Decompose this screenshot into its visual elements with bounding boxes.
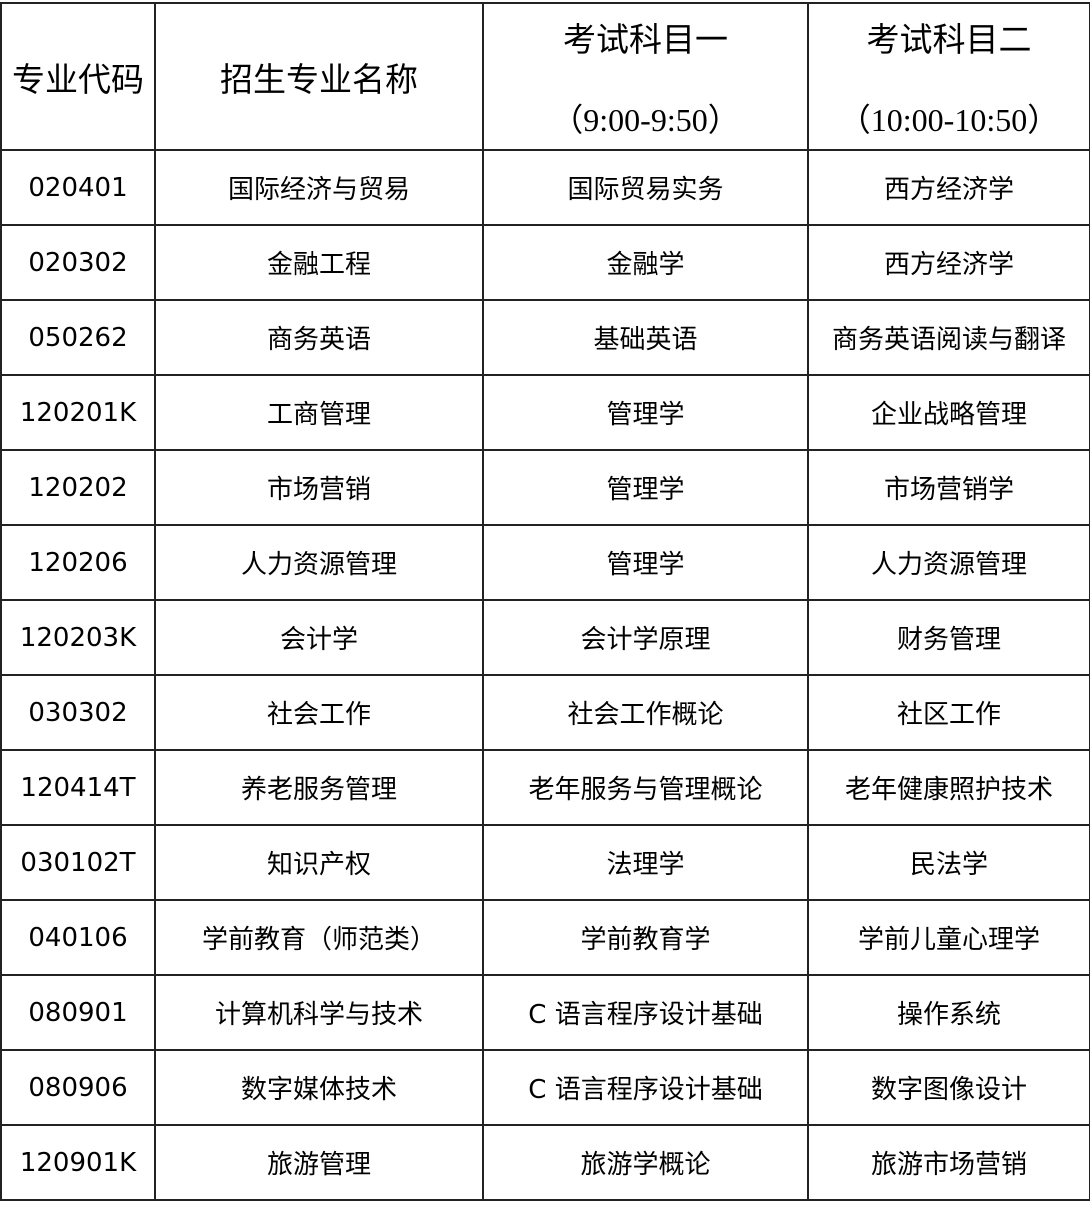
major-code-cell: 120901K	[0, 1124, 156, 1201]
subject1-cell: 会计学原理	[482, 599, 809, 676]
subject1-title: 考试科目一	[563, 19, 728, 59]
major-code-cell: 040106	[0, 899, 156, 976]
table-row: 120201K 工商管理 管理学 企业战略管理	[0, 374, 1090, 451]
table-row: 080906 数字媒体技术 C 语言程序设计基础 数字图像设计	[0, 1049, 1090, 1126]
subject2-cell: 企业战略管理	[807, 374, 1090, 451]
table-row: 120901K 旅游管理 旅游学概论 旅游市场营销	[0, 1124, 1090, 1201]
subject2-cell: 财务管理	[807, 599, 1090, 676]
major-code-cell: 080901	[0, 974, 156, 1051]
major-code-cell: 120414T	[0, 749, 156, 826]
major-name-cell: 工商管理	[154, 374, 484, 451]
major-code-cell: 030302	[0, 674, 156, 751]
major-code-cell: 120202	[0, 449, 156, 526]
header-subject1: 考试科目一 （9:00-9:50）	[482, 2, 809, 151]
subject1-cell: 老年服务与管理概论	[482, 749, 809, 826]
subject2-cell: 市场营销学	[807, 449, 1090, 526]
subject1-cell: 旅游学概论	[482, 1124, 809, 1201]
major-name-cell: 计算机科学与技术	[154, 974, 484, 1051]
major-name-cell: 会计学	[154, 599, 484, 676]
subject2-cell: 西方经济学	[807, 149, 1090, 226]
subject1-cell: 管理学	[482, 374, 809, 451]
major-code-cell: 080906	[0, 1049, 156, 1126]
subject1-cell: 法理学	[482, 824, 809, 901]
major-name-cell: 人力资源管理	[154, 524, 484, 601]
major-name-cell: 商务英语	[154, 299, 484, 376]
subject1-cell: 社会工作概论	[482, 674, 809, 751]
major-name-cell: 社会工作	[154, 674, 484, 751]
subject1-cell: 学前教育学	[482, 899, 809, 976]
table-row: 020401 国际经济与贸易 国际贸易实务 西方经济学	[0, 149, 1090, 226]
major-code-cell: 030102T	[0, 824, 156, 901]
subject2-cell: 商务英语阅读与翻译	[807, 299, 1090, 376]
subject1-cell: 国际贸易实务	[482, 149, 809, 226]
major-name-cell: 市场营销	[154, 449, 484, 526]
header-subject2: 考试科目二 （10:00-10:50）	[807, 2, 1090, 151]
subject1-cell: C 语言程序设计基础	[482, 1049, 809, 1126]
subject2-cell: 人力资源管理	[807, 524, 1090, 601]
major-code-cell: 020401	[0, 149, 156, 226]
subject2-title: 考试科目二	[866, 19, 1032, 59]
table-row: 120202 市场营销 管理学 市场营销学	[0, 449, 1090, 526]
table-row: 030302 社会工作 社会工作概论 社区工作	[0, 674, 1090, 751]
subject2-time: （10:00-10:50）	[838, 101, 1060, 138]
header-major: 招生专业名称	[154, 2, 484, 151]
major-code-cell: 120206	[0, 524, 156, 601]
header-row: 专业代码 招生专业名称 考试科目一 （9:00-9:50） 考试科目二 （10:…	[0, 2, 1090, 151]
subject2-cell: 西方经济学	[807, 224, 1090, 301]
subject2-cell: 旅游市场营销	[807, 1124, 1090, 1201]
table-row: 050262 商务英语 基础英语 商务英语阅读与翻译	[0, 299, 1090, 376]
major-name-cell: 养老服务管理	[154, 749, 484, 826]
subject2-cell: 数字图像设计	[807, 1049, 1090, 1126]
subject1-cell: 管理学	[482, 449, 809, 526]
table-row: 030102T 知识产权 法理学 民法学	[0, 824, 1090, 901]
major-code-cell: 120203K	[0, 599, 156, 676]
subject1-cell: 金融学	[482, 224, 809, 301]
major-name-cell: 学前教育（师范类）	[154, 899, 484, 976]
table-row: 080901 计算机科学与技术 C 语言程序设计基础 操作系统	[0, 974, 1090, 1051]
table-row: 120206 人力资源管理 管理学 人力资源管理	[0, 524, 1090, 601]
major-code-cell: 050262	[0, 299, 156, 376]
subject2-cell: 操作系统	[807, 974, 1090, 1051]
subject2-cell: 老年健康照护技术	[807, 749, 1090, 826]
major-name-cell: 金融工程	[154, 224, 484, 301]
major-name-cell: 国际经济与贸易	[154, 149, 484, 226]
subject2-cell: 社区工作	[807, 674, 1090, 751]
major-code-cell: 120201K	[0, 374, 156, 451]
table-row: 120203K 会计学 会计学原理 财务管理	[0, 599, 1090, 676]
subject1-cell: 基础英语	[482, 299, 809, 376]
major-code-cell: 020302	[0, 224, 156, 301]
table-row: 020302 金融工程 金融学 西方经济学	[0, 224, 1090, 301]
subject1-time: （9:00-9:50）	[551, 101, 740, 138]
major-name-cell: 知识产权	[154, 824, 484, 901]
table-row: 040106 学前教育（师范类） 学前教育学 学前儿童心理学	[0, 899, 1090, 976]
subject1-cell: 管理学	[482, 524, 809, 601]
major-name-cell: 数字媒体技术	[154, 1049, 484, 1126]
subject2-cell: 民法学	[807, 824, 1090, 901]
header-code: 专业代码	[0, 2, 156, 151]
major-name-cell: 旅游管理	[154, 1124, 484, 1201]
subject2-cell: 学前儿童心理学	[807, 899, 1090, 976]
subject1-cell: C 语言程序设计基础	[482, 974, 809, 1051]
table-row: 120414T 养老服务管理 老年服务与管理概论 老年健康照护技术	[0, 749, 1090, 826]
